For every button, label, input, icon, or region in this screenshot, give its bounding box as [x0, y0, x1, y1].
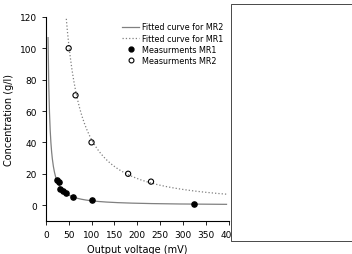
Point [192, 202, 197, 206]
Text: Equation: C=A*V^B: Equation: C=A*V^B [236, 18, 308, 24]
Point [148, 180, 154, 184]
Point [70, 196, 76, 200]
Text: A, B: Fitting parameters: A, B: Fitting parameters [236, 56, 322, 62]
Point [60, 189, 66, 193]
Point [54, 178, 60, 182]
Text: C: Concentration (g/l): C: Concentration (g/l) [236, 40, 314, 47]
Y-axis label: Concentration (g/l): Concentration (g/l) [4, 74, 14, 165]
Text: V: Output voltage (mV): V: Output voltage (mV) [236, 72, 319, 79]
Point [64, 191, 69, 195]
Point [89, 141, 94, 145]
Point [56, 180, 61, 184]
Text: R²$_{{MR1}}$=0.999: R²$_{{MR1}}$=0.999 [236, 94, 283, 106]
Text: B$_{{MR2}}$ -1.2171 +/- 0.027: B$_{{MR2}}$ -1.2171 +/- 0.027 [236, 181, 320, 191]
X-axis label: Output voltage (mV): Output voltage (mV) [87, 244, 188, 254]
Text: B$_{{MR1}}$ -1.3021 +/- 0.027: B$_{{MR1}}$ -1.3021 +/- 0.027 [236, 165, 320, 175]
Point [73, 94, 78, 98]
Point [125, 172, 131, 176]
Text: R²$_{{MR2}}$=0.999: R²$_{{MR2}}$=0.999 [236, 110, 283, 122]
Text: A$_{{MR2}}$ 756.92 +/- 76.56: A$_{{MR2}}$ 756.92 +/- 76.56 [236, 149, 318, 159]
Point [66, 47, 71, 51]
Text: A$_{{MR1}}$ 16808.93 +/- 1894.35: A$_{{MR1}}$ 16808.93 +/- 1894.35 [236, 133, 336, 143]
Legend: Fitted curve for MR2, Fitted curve for MR1, Measurments MR1, Measurments MR2: Fitted curve for MR2, Fitted curve for M… [121, 22, 225, 67]
Point [89, 199, 94, 203]
Point [58, 188, 63, 192]
